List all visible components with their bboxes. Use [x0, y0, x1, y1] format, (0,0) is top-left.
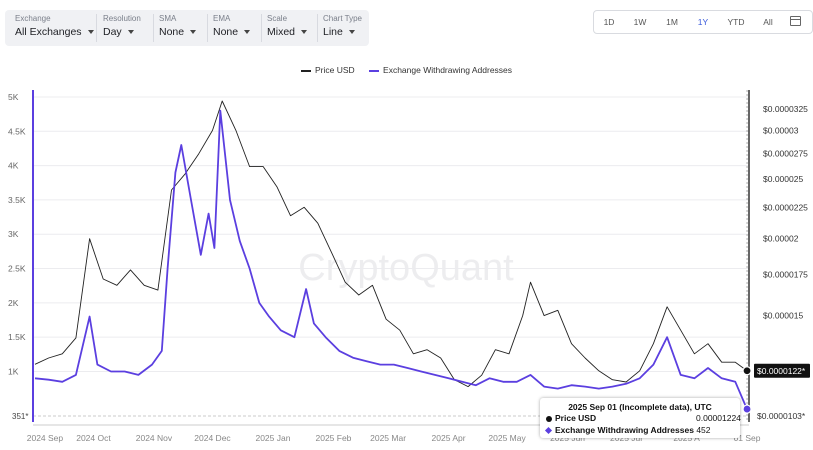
current-price-box	[754, 363, 810, 378]
x-axis-tick: 2025 Mar	[370, 433, 406, 443]
chart-type-label: Chart Type	[323, 14, 362, 23]
x-axis-tick: 2024 Nov	[136, 433, 173, 443]
range-1w-button[interactable]: 1W	[633, 17, 647, 27]
resolution-label: Resolution	[103, 14, 141, 23]
divider	[261, 14, 262, 42]
left-axis-tick: 2K	[8, 298, 19, 308]
chart-legend: Price USD Exchange Withdrawing Addresses	[0, 65, 813, 75]
chart-type-value: Line	[323, 26, 343, 38]
time-range-selector: 1D 1W 1M 1Y YTD All	[593, 10, 813, 34]
withdrawing-addresses-line	[34, 109, 748, 410]
x-axis-tick: 2025 Feb	[315, 433, 351, 443]
left-axis-tick: 3K	[8, 229, 19, 239]
left-axis-min-label: 351*	[12, 412, 28, 421]
exchange-value: All Exchanges	[15, 26, 82, 38]
legend-swatch-price	[300, 69, 311, 72]
watermark-text: CryptoQuant	[298, 247, 514, 289]
tooltip-price-label: Price USD	[555, 413, 597, 423]
left-axis-tick: 4K	[8, 161, 19, 171]
ema-label: EMA	[213, 14, 231, 23]
legend-item-price[interactable]: Price USD	[300, 65, 355, 75]
price-dot-icon	[546, 415, 552, 422]
range-1d-button[interactable]: 1D	[603, 17, 615, 27]
x-axis-tick: 2024 Oct	[76, 433, 111, 443]
chevron-down-icon	[190, 30, 197, 35]
right-axis-tick: $0.0000225	[763, 202, 808, 212]
x-axis-tick: 2025 Jan	[255, 433, 290, 443]
price-line	[34, 100, 748, 388]
chevron-down-icon	[348, 30, 355, 35]
legend-label-addresses: Exchange Withdrawing Addresses	[383, 65, 513, 75]
price-end-marker	[742, 366, 752, 376]
tooltip-date: 2025 Sep 01	[568, 402, 617, 412]
left-axis-tick: 4.5K	[8, 126, 26, 136]
x-axis-tick: 2024 Dec	[194, 433, 231, 443]
right-axis-tick: $0.0000275	[763, 149, 808, 159]
range-all-button[interactable]: All	[763, 17, 773, 27]
addresses-end-marker	[742, 404, 752, 414]
right-axis-tick: $0.0000325	[763, 104, 808, 114]
min-price-label: $0.0000103*	[757, 411, 806, 421]
legend-swatch-addresses	[369, 69, 380, 72]
scale-value: Mixed	[267, 26, 296, 38]
left-axis-tick: 5K	[8, 92, 19, 102]
ema-dropdown[interactable]: EMA None	[213, 14, 259, 42]
chevron-down-icon	[87, 30, 94, 35]
chevron-down-icon	[127, 30, 134, 35]
resolution-value: Day	[103, 26, 122, 38]
sma-value: None	[159, 26, 185, 38]
legend-item-addresses[interactable]: Exchange Withdrawing Addresses	[369, 65, 512, 75]
left-axis-tick: 1K	[8, 366, 19, 376]
x-axis-tick: 2025 A	[673, 433, 700, 443]
chevron-down-icon	[301, 30, 308, 35]
current-price-label: $0.0000122*	[757, 366, 806, 376]
exchange-dropdown[interactable]: Exchange All Exchanges	[15, 14, 95, 42]
x-axis-tick: 2025 Jun	[550, 433, 585, 443]
exchange-label: Exchange	[15, 14, 51, 23]
range-1m-button[interactable]: 1M	[666, 17, 678, 27]
x-axis-tick: 2024 Sep	[27, 433, 64, 443]
scale-label: Scale	[267, 14, 288, 23]
x-axis-tick: 2025 Apr	[432, 433, 466, 443]
range-1y-button[interactable]: 1Y	[697, 17, 709, 27]
divider	[96, 14, 97, 42]
sma-dropdown[interactable]: SMA None	[159, 14, 205, 42]
right-axis-tick: $0.0000175	[763, 269, 808, 279]
divider	[317, 14, 318, 42]
right-axis-tick: $0.00003	[763, 125, 799, 135]
tooltip-addr-value: 452	[696, 425, 711, 435]
x-axis-tick: 01 Sep	[734, 433, 761, 443]
calendar-icon[interactable]	[790, 16, 801, 26]
ema-value: None	[213, 26, 239, 38]
right-axis-tick: $0.000025	[763, 174, 803, 184]
divider	[153, 14, 154, 42]
resolution-dropdown[interactable]: Resolution Day	[103, 14, 151, 42]
chevron-down-icon	[244, 30, 251, 35]
divider	[207, 14, 208, 42]
tooltip: 2025 Sep 01 (Incomplete data), UTC Price…	[540, 398, 741, 438]
scale-dropdown[interactable]: Scale Mixed	[267, 14, 317, 42]
sma-label: SMA	[159, 14, 177, 23]
range-ytd-button[interactable]: YTD	[727, 17, 745, 27]
right-axis-tick: $0.000015	[763, 311, 803, 321]
left-axis-tick: 2.5K	[8, 264, 26, 274]
tooltip-addr-label: Exchange Withdrawing Addresses	[555, 425, 694, 435]
chart-type-dropdown[interactable]: Chart Type Line	[323, 14, 367, 42]
tooltip-note: (Incomplete data), UTC	[619, 402, 712, 412]
chart-settings-bar: Exchange All Exchanges Resolution Day SM…	[5, 10, 369, 46]
left-axis-tick: 1.5K	[8, 332, 26, 342]
left-axis-tick: 3.5K	[8, 195, 26, 205]
addresses-diamond-icon	[544, 427, 553, 435]
x-axis-tick: 2025 Jul	[610, 433, 642, 443]
tooltip-price-value: 0.00001224	[696, 413, 741, 423]
legend-label-price: Price USD	[314, 65, 355, 75]
x-axis-tick: 2025 May	[488, 433, 526, 443]
right-axis-tick: $0.00002	[763, 234, 799, 244]
